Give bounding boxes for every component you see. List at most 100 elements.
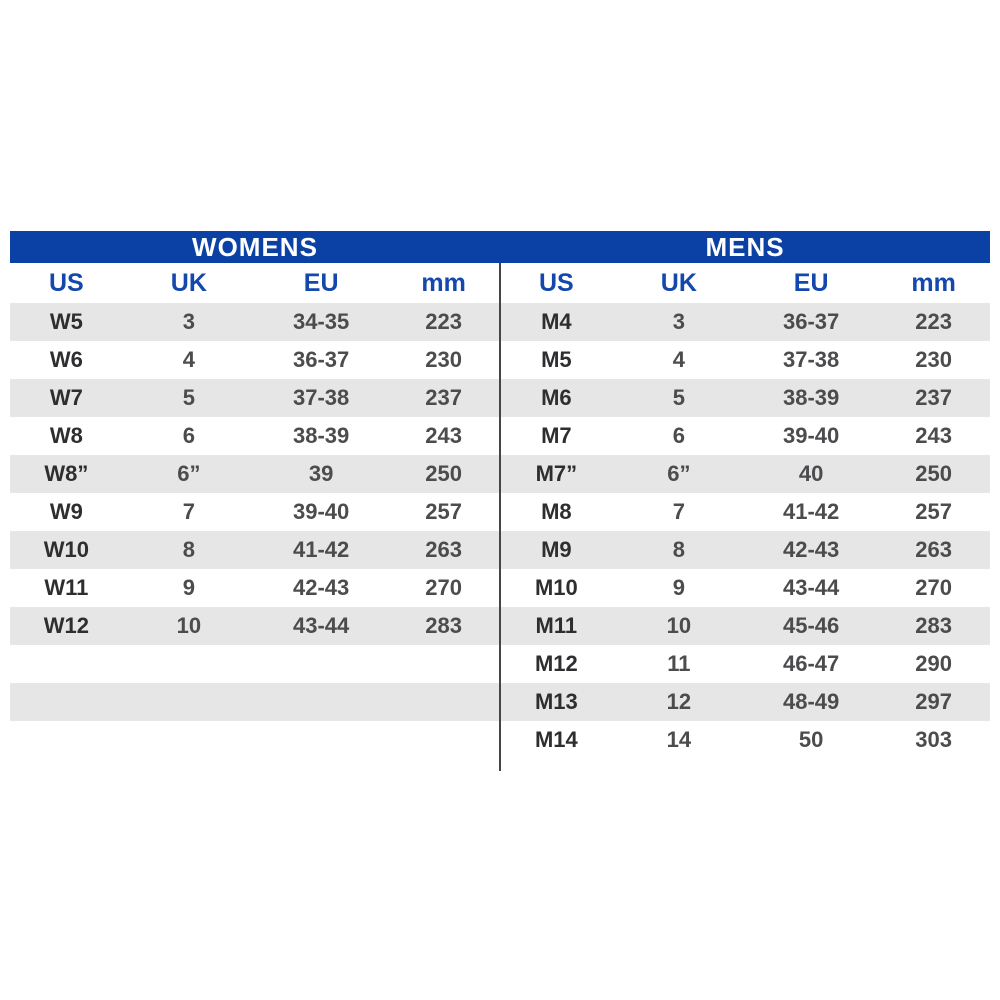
table-cell: 9 [672,575,685,600]
column-header: UK [660,268,697,297]
table-cell: 230 [425,347,462,372]
table-cell: 7 [182,499,195,524]
table-cell: 11 [667,651,691,676]
table-cell: 37-38 [292,385,350,410]
table-cell: 43-44 [782,575,840,600]
table-cell: 237 [425,385,462,410]
table-row: M14 14 50 303 [500,721,990,759]
column-header-row: US UK EU mm [10,263,500,303]
table-cell: M6 [541,385,572,410]
table-row: W6 4 36-37 230 [10,341,500,379]
table-cell: 4 [182,347,195,372]
table-cell: M10 [534,575,578,600]
womens-section-title: WOMENS [192,231,318,262]
table-cell: 243 [425,423,462,448]
table-cell: 4 [672,347,685,372]
table-row: M7” 6” 40 250 [500,455,990,493]
table-row [10,721,500,759]
column-header: mm [911,268,956,297]
table-row: M4 3 36-37 223 [500,303,990,341]
table-cell: M7” [535,461,578,486]
table-cell: 50 [798,727,824,752]
table-cell: M9 [541,537,572,562]
table-cell: 46-47 [782,651,840,676]
table-row: W9 7 39-40 257 [10,493,500,531]
table-row: M11 10 45-46 283 [500,607,990,645]
table-cell: 223 [915,309,952,334]
table-cell: 223 [425,309,462,334]
table-row: W8” 6” 39 250 [10,455,500,493]
table-cell: 230 [915,347,952,372]
table-divider [499,263,501,771]
table-cell: 243 [915,423,952,448]
table-cell: 297 [915,689,952,714]
column-header: US [48,268,84,297]
table-cell: 34-35 [292,309,350,334]
table-cell: W10 [43,537,89,562]
mens-size-table: US UK EU mm M4 3 36-37 223 M5 4 37-38 230 M6 5 38-39 23… [500,263,990,759]
table-cell: 263 [425,537,462,562]
column-header-row: US UK EU mm [500,263,990,303]
table-cell: 7 [672,499,685,524]
table-cell: W7 [49,385,83,410]
table-row: M6 5 38-39 237 [500,379,990,417]
table-row: M5 4 37-38 230 [500,341,990,379]
table-cell: W5 [49,309,83,334]
table-cell: 3 [182,309,195,334]
chart-header-band: WOMENS MENS [10,231,990,263]
table-cell: 39 [308,461,334,486]
table-cell: 10 [666,613,692,638]
column-header: mm [421,268,466,297]
table-cell: 10 [176,613,202,638]
table-cell: 270 [425,575,462,600]
table-cell: 41-42 [292,537,350,562]
table-cell: M8 [541,499,572,524]
table-cell: 5 [672,385,685,410]
table-cell: 257 [915,499,952,524]
column-header: US [538,268,574,297]
table-cell: 6” [667,461,691,486]
table-cell: 6 [182,423,195,448]
table-cell: 250 [915,461,952,486]
table-row [10,683,500,721]
table-cell: 14 [666,727,692,752]
table-cell: 8 [182,537,195,562]
table-cell: 40 [798,461,824,486]
table-cell: W8” [44,461,89,486]
table-cell: M12 [534,651,578,676]
table-row: W10 8 41-42 263 [10,531,500,569]
table-cell: 250 [425,461,462,486]
table-cell: M7 [541,423,572,448]
table-cell: 8 [672,537,685,562]
table-cell: 45-46 [782,613,840,638]
table-cell: 38-39 [292,423,350,448]
table-row: W11 9 42-43 270 [10,569,500,607]
table-row: M10 9 43-44 270 [500,569,990,607]
womens-size-table: US UK EU mm W5 3 34-35 223 W6 4 36-37 230 W7 5 37-38 23… [10,263,500,759]
table-cell: 39-40 [782,423,840,448]
mens-section-title: MENS [705,231,785,262]
table-row [10,645,500,683]
table-cell: 303 [915,727,952,752]
table-row: W8 6 38-39 243 [10,417,500,455]
column-header: UK [170,268,207,297]
table-cell: M11 [535,613,578,638]
table-cell: 283 [915,613,952,638]
table-cell: W8 [49,423,83,448]
table-cell: 36-37 [292,347,350,372]
table-cell: 9 [182,575,195,600]
size-conversion-chart: WOMENS MENS US UK EU mm W5 3 34-35 223 W6 4 36-37 2… [10,231,990,771]
table-row: M12 11 46-47 290 [500,645,990,683]
table-row: M9 8 42-43 263 [500,531,990,569]
table-cell: W6 [49,347,83,372]
table-cell: 48-49 [782,689,840,714]
table-cell: M14 [534,727,578,752]
table-row: W7 5 37-38 237 [10,379,500,417]
table-cell: 12 [666,689,692,714]
table-cell: 42-43 [782,537,840,562]
table-cell: 3 [672,309,685,334]
table-cell: 270 [915,575,952,600]
table-cell: 290 [915,651,952,676]
table-cell: 257 [425,499,462,524]
